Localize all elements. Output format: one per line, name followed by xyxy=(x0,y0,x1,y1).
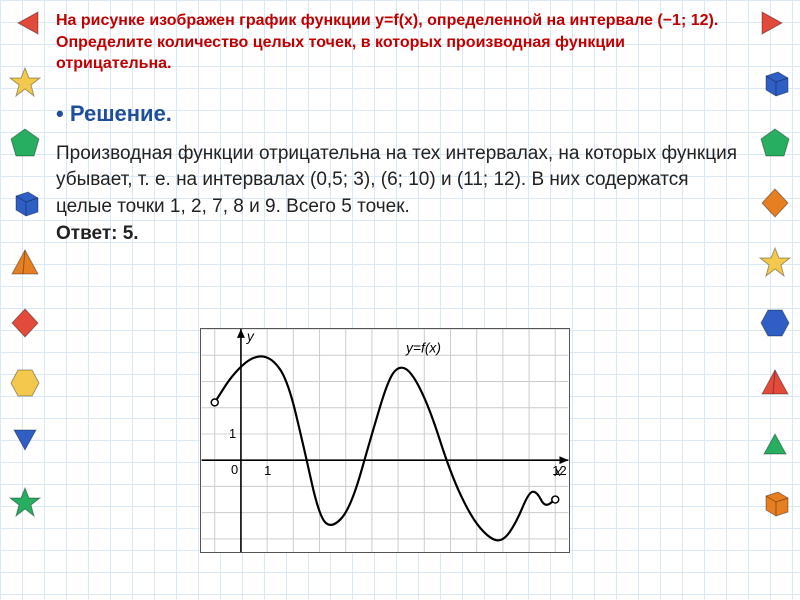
hex-blue-icon xyxy=(758,306,792,340)
star-yellow-icon xyxy=(8,66,42,100)
cube-orange-icon xyxy=(758,486,792,520)
svg-text:1: 1 xyxy=(264,463,271,478)
problem-title: На рисунке изображен график функции y=f(… xyxy=(56,10,744,75)
function-graph: 01121yxy=f(x) xyxy=(200,328,570,553)
svg-text:x: x xyxy=(553,463,562,479)
hex-yellow-icon xyxy=(8,366,42,400)
cube-blue-icon xyxy=(758,66,792,100)
arrow-left-red-icon xyxy=(8,6,42,40)
svg-text:y=f(x): y=f(x) xyxy=(405,340,441,356)
arrow-up-green-icon xyxy=(758,426,792,460)
pyramid-red-icon xyxy=(758,366,792,400)
pyramid-orange-icon xyxy=(8,246,42,280)
left-decorative-column xyxy=(2,0,48,600)
svg-text:y: y xyxy=(246,329,255,344)
diamond-orange-icon xyxy=(758,186,792,220)
pentagon-green-icon xyxy=(758,126,792,160)
solution-body: Производная функции отрицательна на тех … xyxy=(56,141,744,221)
arrow-right-red-icon xyxy=(758,6,792,40)
arrow-down-blue-icon xyxy=(8,426,42,460)
star-yellow-icon xyxy=(758,246,792,280)
svg-text:0: 0 xyxy=(231,462,238,477)
cube-blue-icon xyxy=(8,186,42,220)
answer-text: Ответ: 5. xyxy=(56,223,744,245)
right-decorative-column xyxy=(752,0,798,600)
solution-heading: Решение. xyxy=(56,101,744,127)
svg-text:1: 1 xyxy=(229,426,236,441)
pentagon-green-icon xyxy=(8,126,42,160)
diamond-red-icon xyxy=(8,306,42,340)
star-green-icon xyxy=(8,486,42,520)
